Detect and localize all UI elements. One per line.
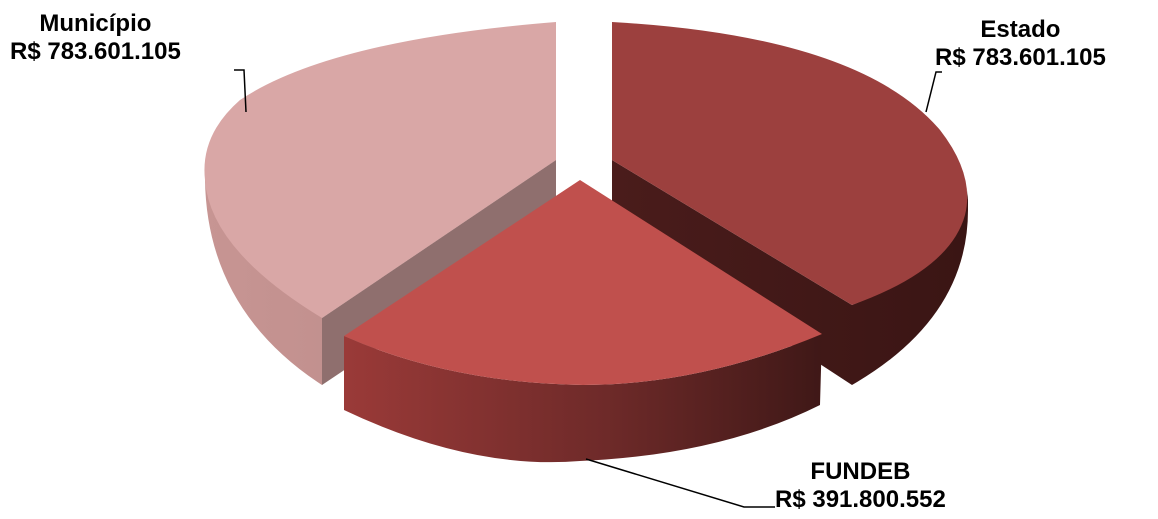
data-label-estado: Estado R$ 783.601.105 — [935, 16, 1106, 72]
leader-line-estado — [925, 71, 942, 113]
data-label-municipio-name: Município — [39, 10, 152, 37]
pie-slice-estado — [612, 22, 968, 385]
pie-slice-estado-top — [612, 22, 968, 305]
data-label-estado-name: Estado — [980, 16, 1061, 43]
pie-slice-municipio-inner — [322, 24, 556, 385]
pie-slice-fundeb-side — [344, 334, 822, 463]
pie-slice-municipio-top — [204, 22, 556, 318]
leader-line-fundeb — [585, 458, 775, 508]
data-label-estado-value: R$ 783.601.105 — [935, 44, 1106, 71]
pie-slice-fundeb-top — [344, 180, 822, 385]
data-label-municipio: Município R$ 783.601.105 — [10, 10, 181, 66]
data-label-municipio-value: R$ 783.601.105 — [10, 38, 181, 65]
data-label-fundeb: FUNDEB R$ 391.800.552 — [775, 458, 946, 514]
pie-slice-estado-side — [612, 160, 968, 385]
leader-line-municipio — [234, 69, 247, 113]
data-label-fundeb-name: FUNDEB — [810, 458, 911, 485]
pie-slice-municipio — [204, 22, 556, 385]
data-label-fundeb-value: R$ 391.800.552 — [775, 486, 946, 513]
pie-slice-fundeb — [344, 180, 822, 463]
